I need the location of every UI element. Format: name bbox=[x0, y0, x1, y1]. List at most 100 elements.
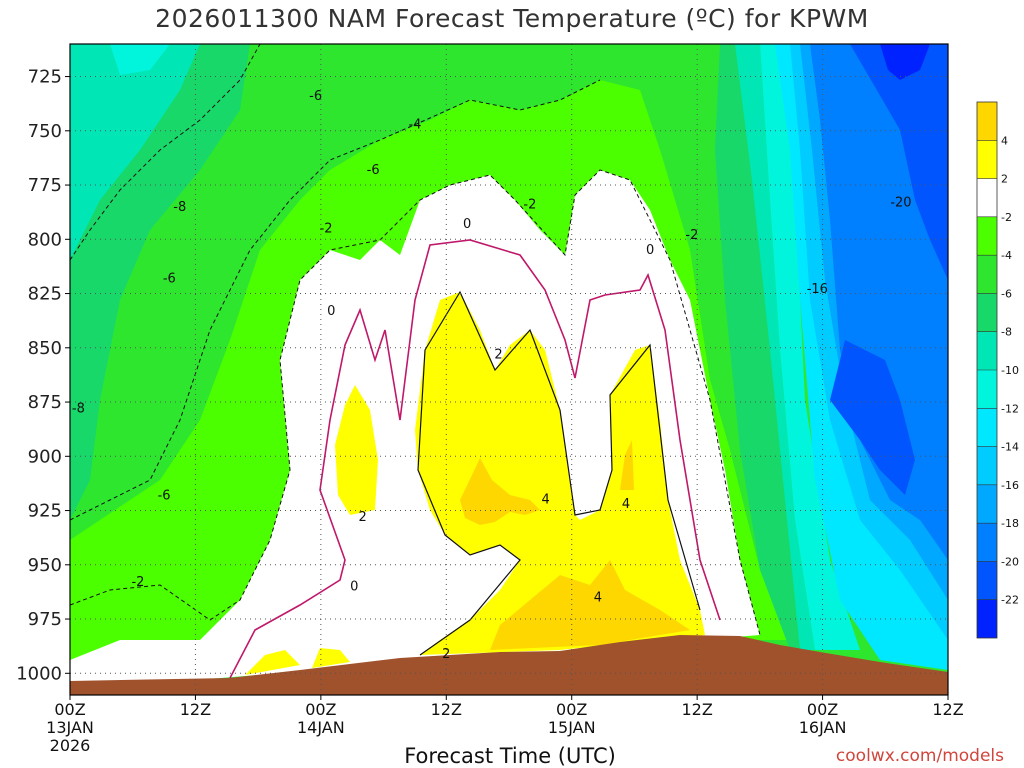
contour-line-minus8 bbox=[70, 44, 261, 261]
colorbar-swatch bbox=[977, 140, 997, 179]
contour-line-zero bbox=[229, 239, 721, 679]
colorbar-label: -20 bbox=[1001, 555, 1019, 568]
contour-label: -8 bbox=[72, 402, 85, 417]
region-plus4-a bbox=[460, 458, 540, 525]
colorbar-label: -10 bbox=[1001, 364, 1019, 377]
x-tick-label: 12Z bbox=[932, 700, 963, 719]
x-tick-label: 00Z bbox=[54, 700, 85, 719]
colorbar: 4 2 -2 -4 -6 -8 -10 -12 -14 -16 -18 -20 -22 bbox=[976, 101, 1019, 639]
y-tick-label: 875 bbox=[28, 392, 62, 413]
colorbar-label: -8 bbox=[1001, 326, 1012, 339]
contour-label: -2 bbox=[131, 575, 144, 590]
colorbar-swatch bbox=[977, 255, 997, 294]
y-axis: 725 750 775 800 825 850 875 900 925 950 975 1000 bbox=[16, 67, 70, 684]
contour-label: 0 bbox=[350, 580, 358, 595]
region-cold-west-3 bbox=[110, 44, 170, 75]
colorbar-label: -16 bbox=[1001, 479, 1019, 492]
colorbar-swatch bbox=[977, 216, 997, 256]
colorbar-label: 2 bbox=[1001, 173, 1008, 186]
x-tick-label: 00Z bbox=[807, 700, 838, 719]
colorbar-label: 4 bbox=[1001, 134, 1008, 147]
contour-label: 4 bbox=[594, 590, 602, 605]
colorbar-label: -14 bbox=[1001, 441, 1019, 454]
contour-label: -2 bbox=[320, 221, 333, 236]
region-plus2-b bbox=[415, 292, 705, 655]
colorbar-swatch bbox=[977, 561, 997, 600]
contour-label: -6 bbox=[163, 271, 176, 286]
x-tick-label: 00Z bbox=[305, 700, 336, 719]
contour-label: -8 bbox=[173, 200, 186, 215]
y-tick-label: 950 bbox=[28, 555, 62, 576]
colorbar-label: -6 bbox=[1001, 287, 1012, 300]
contour-line-minus6 bbox=[70, 79, 601, 521]
colorbar-swatch bbox=[977, 178, 997, 217]
y-tick-label: 850 bbox=[28, 338, 62, 359]
temperature-field bbox=[70, 44, 948, 695]
contour-label: -6 bbox=[158, 488, 171, 503]
contour-label: -6 bbox=[309, 89, 322, 104]
contour-label: -2 bbox=[685, 228, 698, 243]
contour-label: 2 bbox=[442, 647, 450, 662]
contour-label: -2 bbox=[523, 198, 536, 213]
x-tick-label: 12Z bbox=[180, 700, 211, 719]
y-tick-label: 775 bbox=[28, 175, 62, 196]
colorbar-label: -22 bbox=[1001, 594, 1019, 607]
contour-label: 4 bbox=[622, 497, 630, 512]
y-tick-label: 925 bbox=[28, 501, 62, 522]
contour-lines bbox=[70, 44, 761, 679]
region-east-blue3b bbox=[830, 340, 915, 495]
region-cold-west-2 bbox=[70, 44, 200, 260]
region-plus2-a bbox=[335, 385, 378, 515]
y-tick-label: 975 bbox=[28, 609, 62, 630]
x-tick-label: 13JAN bbox=[46, 718, 94, 737]
contour-label: -4 bbox=[408, 117, 421, 132]
region-plus2-c bbox=[245, 650, 300, 675]
colorbar-label: -2 bbox=[1001, 211, 1012, 224]
region-plus4-b bbox=[490, 560, 690, 650]
colorbar-swatch bbox=[977, 599, 997, 638]
y-tick-label: 800 bbox=[28, 229, 62, 250]
x-tick-label: 16JAN bbox=[799, 718, 847, 737]
contour-line-minus2 bbox=[70, 169, 761, 636]
colorbar-swatch bbox=[977, 446, 997, 485]
colorbar-swatch bbox=[977, 408, 997, 447]
x-tick-label: 00Z bbox=[556, 700, 587, 719]
x-tick-label: 12Z bbox=[681, 700, 712, 719]
colorbar-swatch bbox=[977, 331, 997, 370]
chart-title: 2026011300 NAM Forecast Temperature (ºC)… bbox=[155, 4, 869, 33]
y-tick-label: 825 bbox=[28, 284, 62, 305]
x-axis-title: Forecast Time (UTC) bbox=[404, 744, 616, 768]
region-east-teal bbox=[735, 44, 815, 650]
colorbar-swatch bbox=[977, 293, 997, 332]
terrain bbox=[70, 635, 948, 695]
colorbar-label: -18 bbox=[1001, 517, 1019, 530]
colorbar-swatch bbox=[977, 484, 997, 524]
contour-label: 0 bbox=[327, 304, 335, 319]
x-tick-label: 14JAN bbox=[297, 718, 345, 737]
y-tick-label: 750 bbox=[28, 121, 62, 142]
contour-label: 2 bbox=[494, 347, 502, 362]
y-tick-label: 725 bbox=[28, 67, 62, 88]
contour-label: 2 bbox=[359, 510, 367, 525]
region-east-blue3 bbox=[850, 44, 948, 280]
contour-line-plus2 bbox=[417, 290, 701, 656]
x-tick-label: 12Z bbox=[431, 700, 462, 719]
region-east-cyan bbox=[760, 44, 860, 650]
colorbar-swatch bbox=[977, 523, 997, 562]
contour-label: -16 bbox=[807, 282, 828, 297]
colorbar-swatch bbox=[977, 102, 997, 141]
contour-label: -6 bbox=[367, 163, 380, 178]
y-tick-label: 1000 bbox=[16, 663, 62, 684]
contour-label: 0 bbox=[646, 243, 654, 258]
region-plus4-c bbox=[620, 440, 634, 490]
x-tick-label: 15JAN bbox=[548, 718, 596, 737]
region-east-blue4 bbox=[880, 44, 930, 80]
credit-text: coolwx.com/models bbox=[835, 746, 1004, 766]
contour-label: 0 bbox=[463, 217, 471, 232]
contour-label: -20 bbox=[890, 195, 911, 210]
colorbar-label: -12 bbox=[1001, 402, 1019, 415]
region-plus2-d bbox=[312, 648, 350, 668]
